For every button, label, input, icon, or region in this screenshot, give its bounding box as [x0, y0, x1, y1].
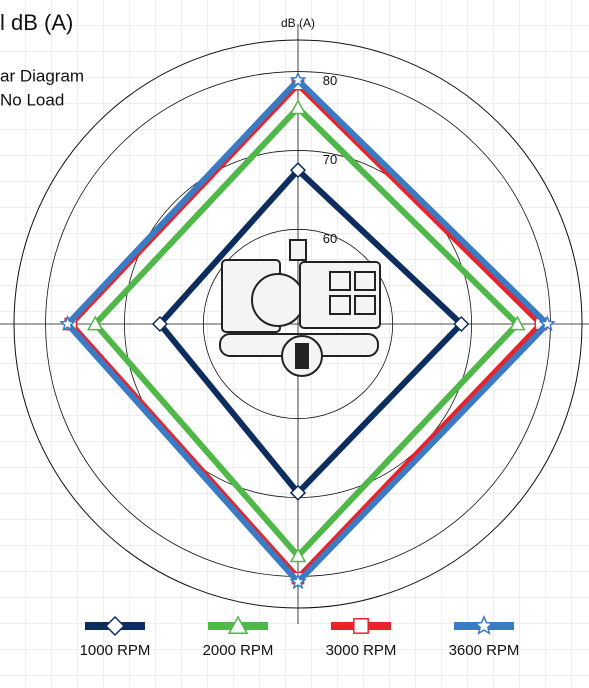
r-tick-label: 60 [323, 231, 337, 246]
r-tick-label: 80 [323, 73, 337, 88]
subtitle: No Load [0, 90, 64, 109]
marker [354, 619, 368, 633]
legend-label: 3600 RPM [449, 642, 520, 659]
legend-label: 1000 RPM [80, 642, 151, 659]
legend-label: 2000 RPM [203, 642, 274, 659]
subtitle: ar Diagram [0, 66, 84, 85]
legend-label: 3000 RPM [326, 642, 397, 659]
chart-title: l dB (A) [0, 10, 73, 35]
r-tick-label: 70 [323, 152, 337, 167]
chart: l dB (A) ar Diagram No Load dB (A) 60708… [0, 0, 589, 688]
